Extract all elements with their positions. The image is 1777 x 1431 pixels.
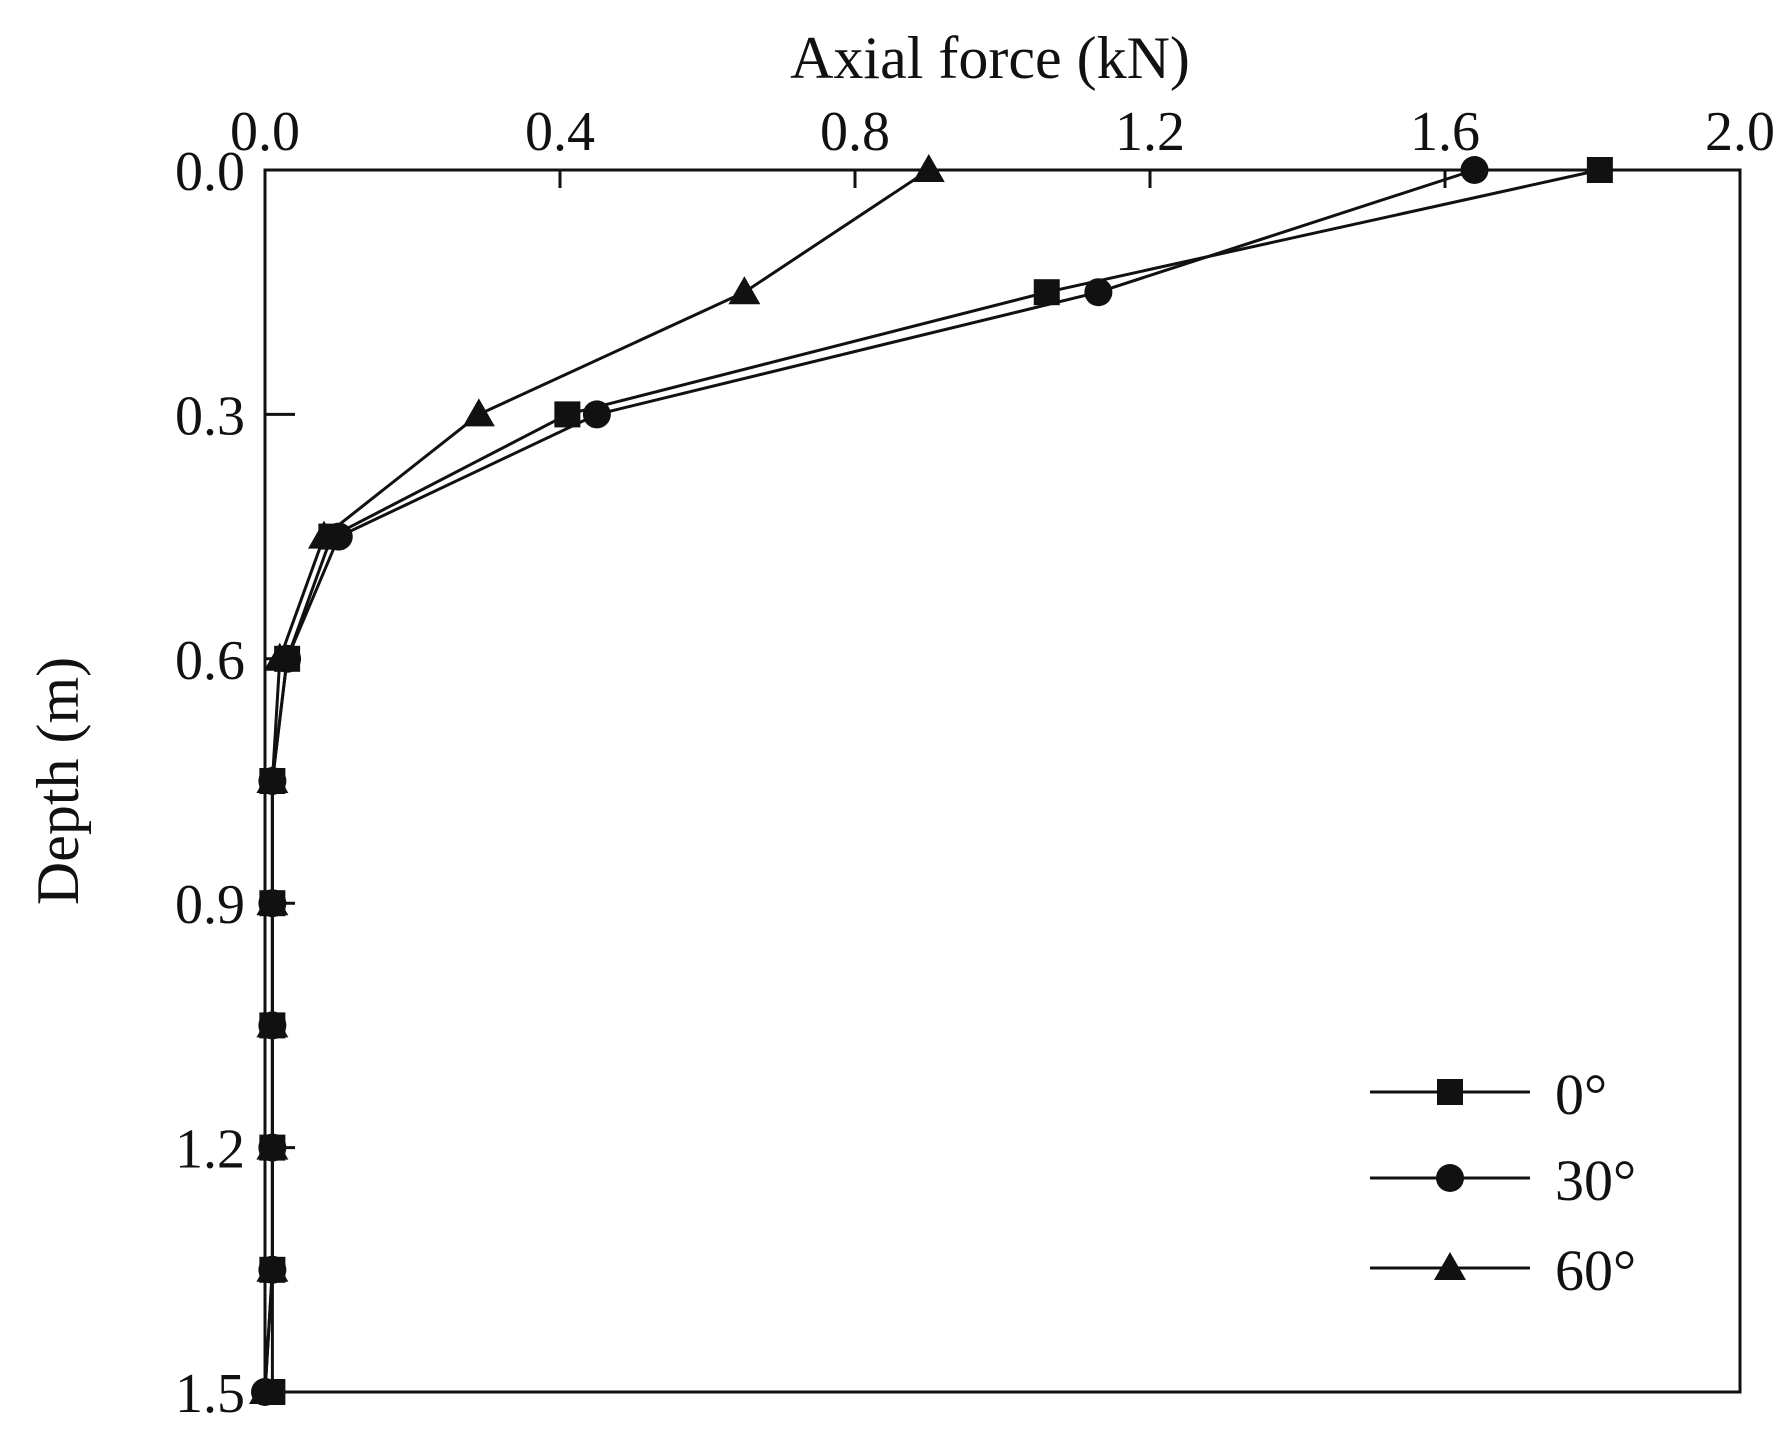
series-point	[462, 398, 495, 427]
series-line	[263, 168, 930, 1393]
legend-marker	[1436, 1164, 1464, 1192]
y-tick-label: 0.6	[175, 630, 245, 692]
x-tick-label: 2.0	[1705, 101, 1775, 163]
series-3	[249, 154, 945, 1404]
series-point	[249, 1376, 281, 1404]
series-point	[912, 154, 945, 182]
y-tick-label: 1.5	[175, 1363, 245, 1425]
x-tick-label: 0.8	[820, 101, 890, 163]
series-line	[270, 168, 1601, 1392]
series-2	[251, 156, 1489, 1406]
y-tick-label: 0.9	[175, 874, 245, 936]
legend-label: 0°	[1555, 1062, 1607, 1127]
series-point	[263, 642, 296, 671]
y-tick-label: 0.3	[175, 385, 245, 447]
x-tick-label: 1.2	[1115, 101, 1185, 163]
legend-marker	[1434, 1252, 1466, 1280]
x-tick-label: 1.6	[1410, 101, 1480, 163]
series-point	[256, 887, 289, 916]
y-tick-labels: 0.0 0.3 0.6 0.9 1.2 1.5	[175, 141, 245, 1425]
series-point	[728, 276, 761, 305]
series-point	[256, 1253, 289, 1282]
x-tick-label: 0.4	[525, 101, 595, 163]
series-point	[256, 1009, 289, 1038]
y-tick-label: 1.2	[175, 1119, 245, 1181]
series-1	[259, 157, 1613, 1405]
series-point	[1586, 157, 1613, 183]
series-layer	[249, 154, 1613, 1406]
x-tick-labels: 0.0 0.4 0.8 1.2 1.6 2.0	[230, 101, 1775, 163]
tick-marks	[263, 168, 1742, 1394]
series-line	[263, 168, 1475, 1393]
series-point	[308, 520, 340, 549]
series-point	[582, 400, 611, 429]
series-point	[1084, 278, 1113, 307]
legend-marker	[1437, 1079, 1463, 1105]
y-axis-title: Depth (m)	[25, 657, 91, 905]
legend: 0° 30° 60°	[1370, 1062, 1636, 1303]
series-point	[256, 765, 289, 793]
series-point	[1033, 279, 1060, 306]
x-axis-title: Axial force (kN)	[790, 25, 1190, 91]
legend-label: 30°	[1555, 1148, 1636, 1213]
plot-frame	[263, 168, 1742, 1394]
x-tick-label: 0.0	[230, 101, 300, 163]
series-point	[256, 1131, 289, 1160]
y-tick-label: 0.0	[175, 141, 245, 203]
series-point	[1460, 156, 1489, 184]
legend-label: 60°	[1555, 1238, 1636, 1303]
